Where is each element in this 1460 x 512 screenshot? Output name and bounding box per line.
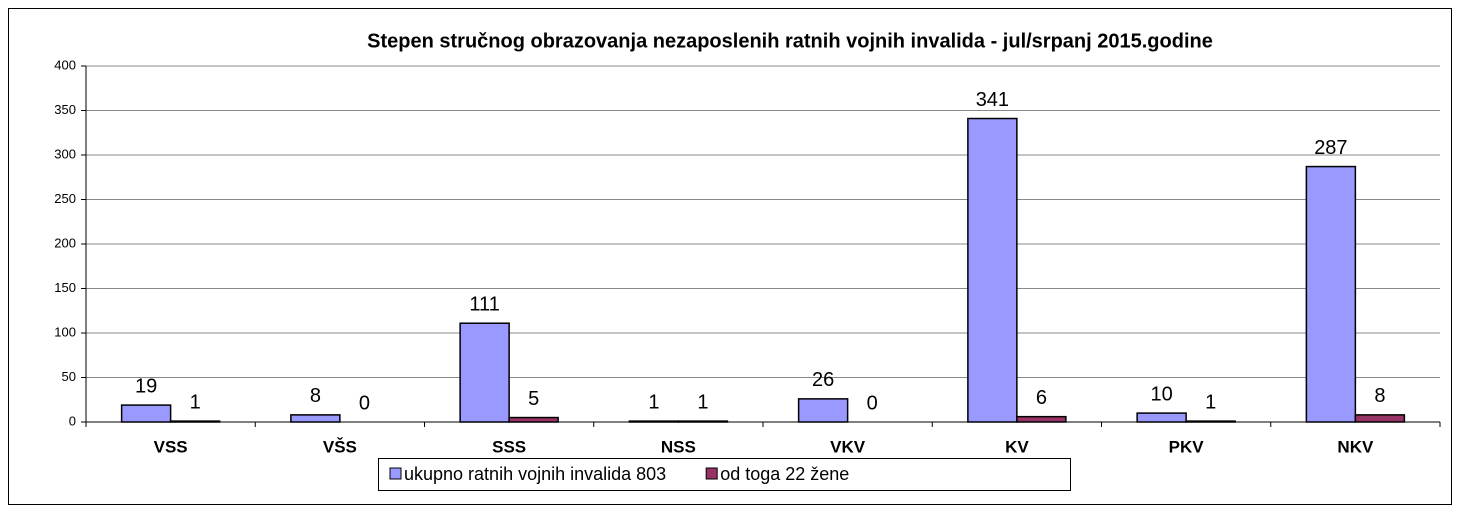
bar — [290, 414, 341, 423]
x-tick-label: VŠS — [323, 437, 357, 456]
y-tick-label: 300 — [54, 146, 76, 161]
bar — [1354, 414, 1406, 423]
legend-label: od toga 22 žene — [720, 464, 849, 484]
x-tick-label: VKV — [830, 437, 866, 456]
data-label: 111 — [469, 293, 499, 315]
y-tick-label: 250 — [54, 191, 76, 206]
x-tick-label: SSS — [492, 437, 526, 456]
data-label: 6 — [1036, 387, 1047, 409]
x-tick-label: PKV — [1169, 437, 1205, 456]
data-label: 1 — [1205, 391, 1216, 413]
x-tick-label: NKV — [1337, 437, 1374, 456]
legend-swatch — [705, 467, 718, 480]
bar — [120, 404, 172, 423]
y-tick-label: 150 — [54, 280, 76, 295]
bar — [508, 416, 559, 423]
x-tick-label: KV — [1005, 437, 1029, 456]
y-tick-label: 400 — [54, 57, 76, 72]
bar — [459, 322, 510, 423]
data-label: 19 — [135, 375, 157, 397]
data-label: 8 — [310, 385, 321, 407]
data-label: 1 — [697, 391, 708, 413]
data-label: 341 — [976, 89, 1009, 111]
bar — [1136, 412, 1187, 423]
data-label: 287 — [1314, 137, 1347, 159]
data-label: 0 — [867, 392, 878, 414]
x-tick-label: NSS — [661, 437, 696, 456]
data-label: 0 — [359, 392, 370, 414]
y-tick-label: 200 — [54, 235, 76, 250]
bar — [797, 398, 849, 423]
chart-title: Stepen stručnog obrazovanja nezaposlenih… — [367, 30, 1213, 52]
legend-swatch — [389, 467, 402, 480]
data-label: 26 — [812, 369, 834, 391]
legend-label: ukupno ratnih vojnih invalida 803 — [404, 464, 666, 484]
data-label: 1 — [190, 391, 201, 413]
data-label: 1 — [648, 391, 659, 413]
bar — [967, 117, 1018, 423]
bar — [1305, 165, 1357, 423]
chart-border — [8, 8, 1452, 505]
y-tick-label: 350 — [54, 102, 76, 117]
legend-box — [378, 458, 1071, 491]
y-tick-label: 100 — [54, 324, 76, 339]
data-label: 10 — [1151, 383, 1173, 405]
y-tick-label: 0 — [69, 413, 76, 428]
data-label: 8 — [1374, 385, 1385, 407]
bar — [1016, 415, 1067, 423]
data-label: 5 — [528, 388, 539, 410]
y-tick-label: 50 — [62, 369, 76, 384]
x-tick-label: VSS — [154, 437, 188, 456]
